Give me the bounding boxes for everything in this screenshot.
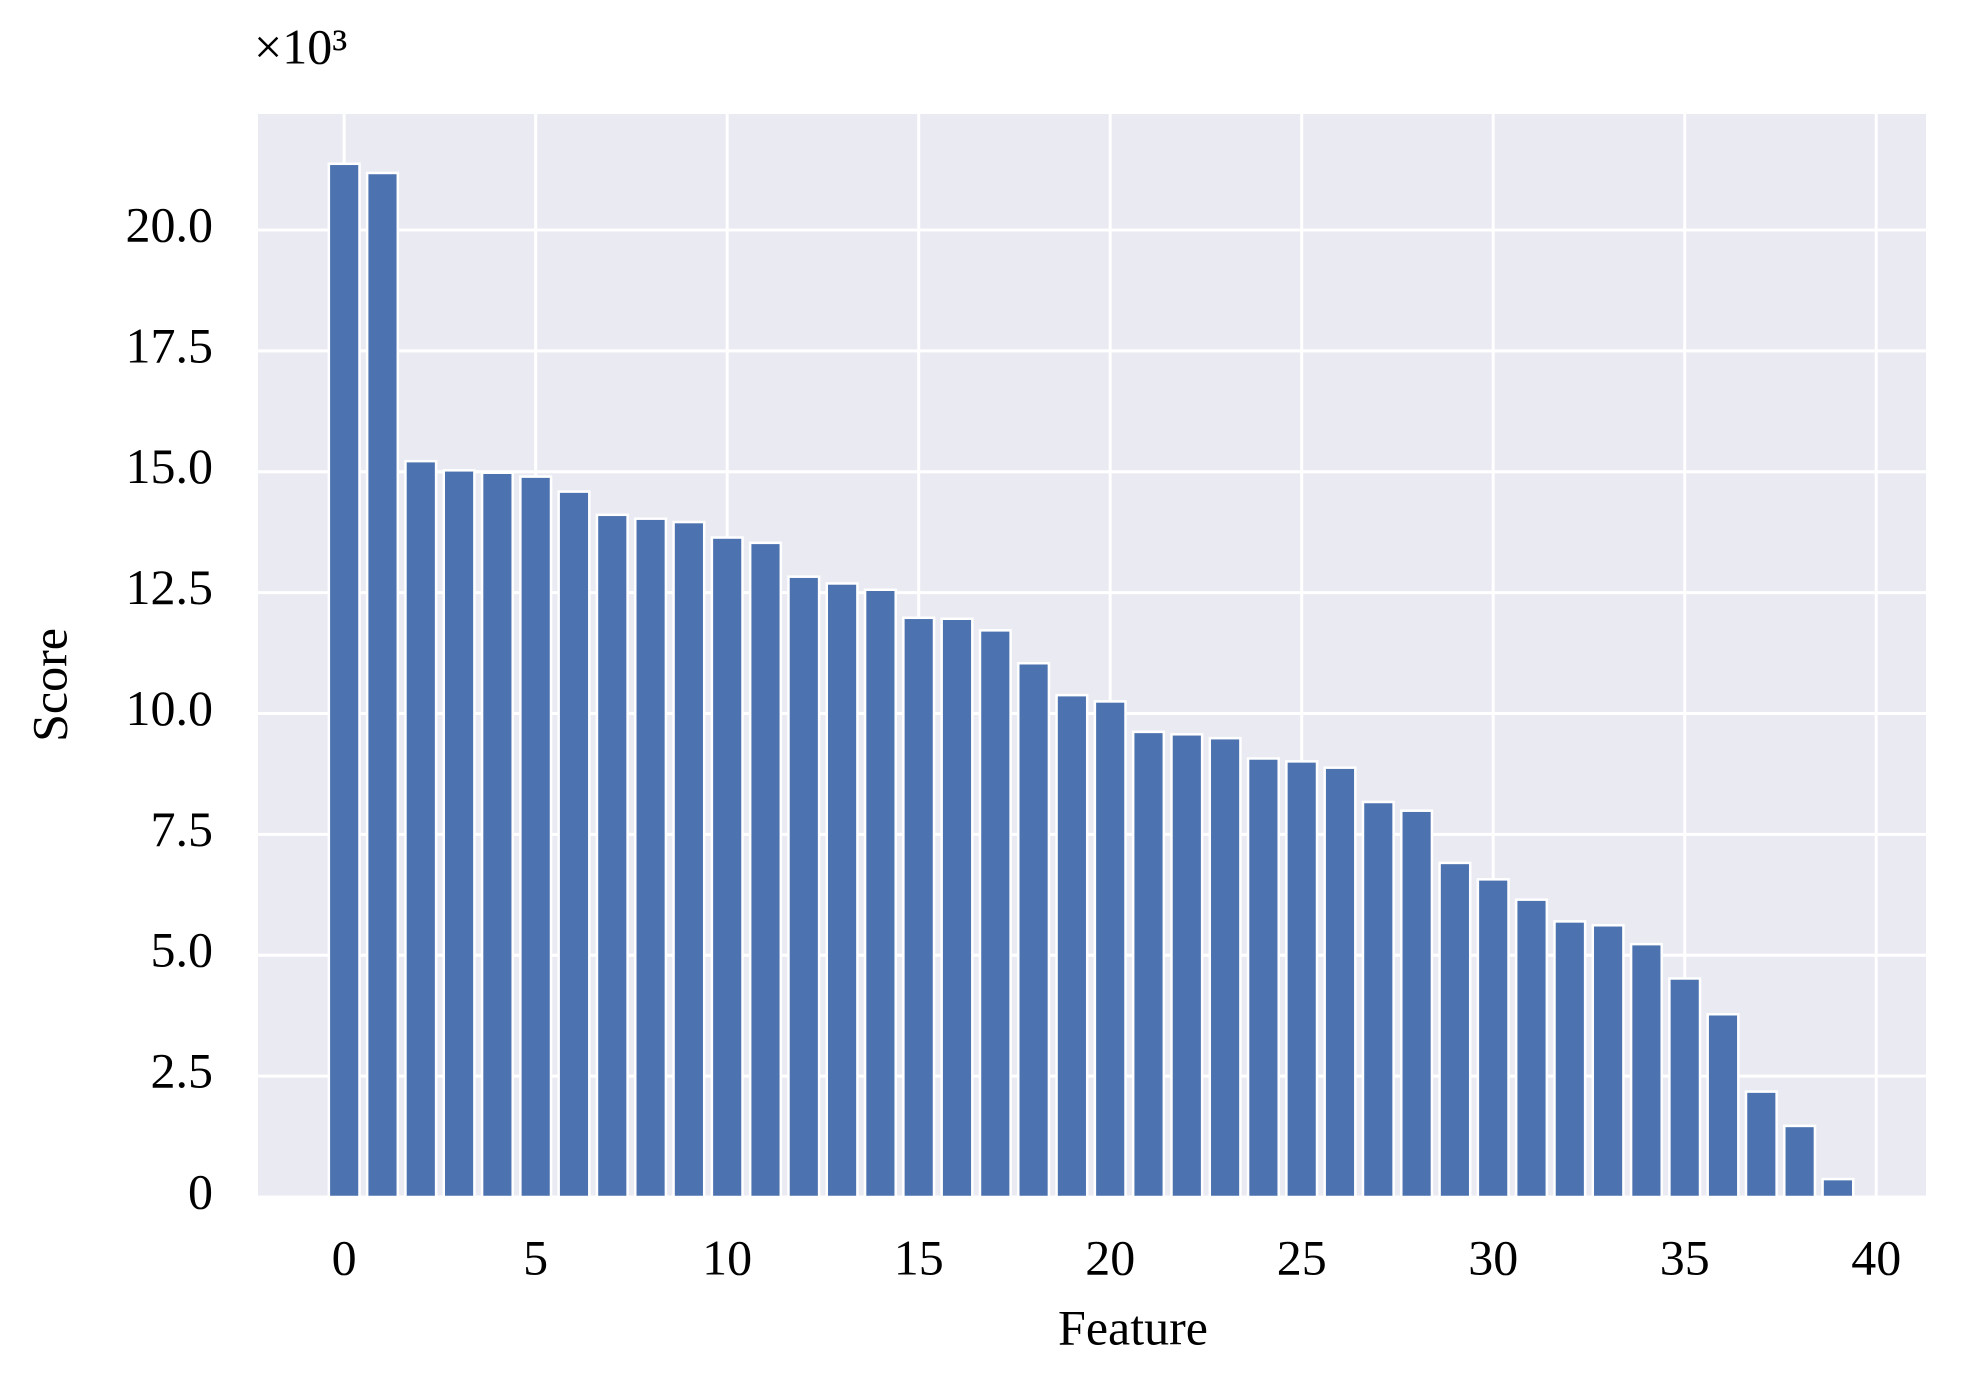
- bar: [1744, 1090, 1778, 1199]
- bar: [404, 459, 438, 1199]
- bar: [1208, 736, 1242, 1199]
- bar: [748, 541, 783, 1199]
- x-tick-label: 20: [1085, 1229, 1135, 1285]
- y-tick-label: 0: [188, 1163, 213, 1219]
- bar: [978, 629, 1012, 1199]
- bar: [825, 582, 859, 1199]
- bar: [327, 162, 361, 1199]
- bar: [519, 475, 553, 1199]
- y-tick-label: 20.0: [126, 197, 214, 253]
- y-tick-label: 7.5: [151, 801, 214, 857]
- x-axis-label: Feature: [1058, 1299, 1208, 1355]
- bar: [1017, 661, 1051, 1199]
- bar: [1821, 1177, 1855, 1199]
- bar: [1629, 942, 1663, 1199]
- bar: [1246, 757, 1280, 1199]
- bar: [1706, 1012, 1740, 1199]
- x-tick-label: 35: [1660, 1229, 1710, 1285]
- bar: [902, 616, 936, 1199]
- bar: [863, 588, 897, 1199]
- y-tick-label: 15.0: [126, 438, 214, 494]
- x-tick-label: 30: [1468, 1229, 1518, 1285]
- bar: [365, 171, 400, 1199]
- x-tick-label: 0: [332, 1229, 357, 1285]
- bar: [1361, 800, 1395, 1199]
- bar: [1668, 977, 1702, 1199]
- bar: [1438, 861, 1472, 1199]
- bar: [1285, 760, 1319, 1199]
- bar: [634, 517, 668, 1199]
- bar: [595, 513, 629, 1199]
- y-axis-label: Score: [21, 628, 77, 742]
- x-tick-label: 10: [702, 1229, 752, 1285]
- y-tick-label: 5.0: [151, 922, 214, 978]
- bar: [672, 520, 706, 1199]
- bar: [557, 490, 591, 1199]
- x-tick-label: 25: [1277, 1229, 1327, 1285]
- bar: [787, 575, 821, 1199]
- bar: [442, 469, 476, 1199]
- bar: [1400, 809, 1434, 1199]
- bar: [1591, 924, 1625, 1199]
- bar: [1476, 878, 1510, 1199]
- bar: [1055, 693, 1089, 1199]
- y-tick-label: 2.5: [151, 1043, 214, 1099]
- bar: [1553, 920, 1587, 1199]
- bar: [1093, 700, 1127, 1199]
- axis-multiplier: ×10³: [254, 18, 347, 74]
- bar: [1514, 898, 1549, 1199]
- x-tick-label: 5: [523, 1229, 548, 1285]
- y-tick-label: 17.5: [126, 317, 214, 373]
- bar: [710, 536, 744, 1199]
- y-tick-label: 10.0: [126, 680, 214, 736]
- bar: [1170, 733, 1204, 1199]
- x-tick-label: 40: [1851, 1229, 1901, 1285]
- bar: [1131, 730, 1166, 1199]
- bar: [1783, 1124, 1817, 1199]
- bar: [940, 617, 974, 1199]
- bar: [480, 471, 514, 1199]
- y-tick-label: 12.5: [126, 559, 214, 615]
- bar: [1323, 766, 1357, 1199]
- x-tick-label: 15: [894, 1229, 944, 1285]
